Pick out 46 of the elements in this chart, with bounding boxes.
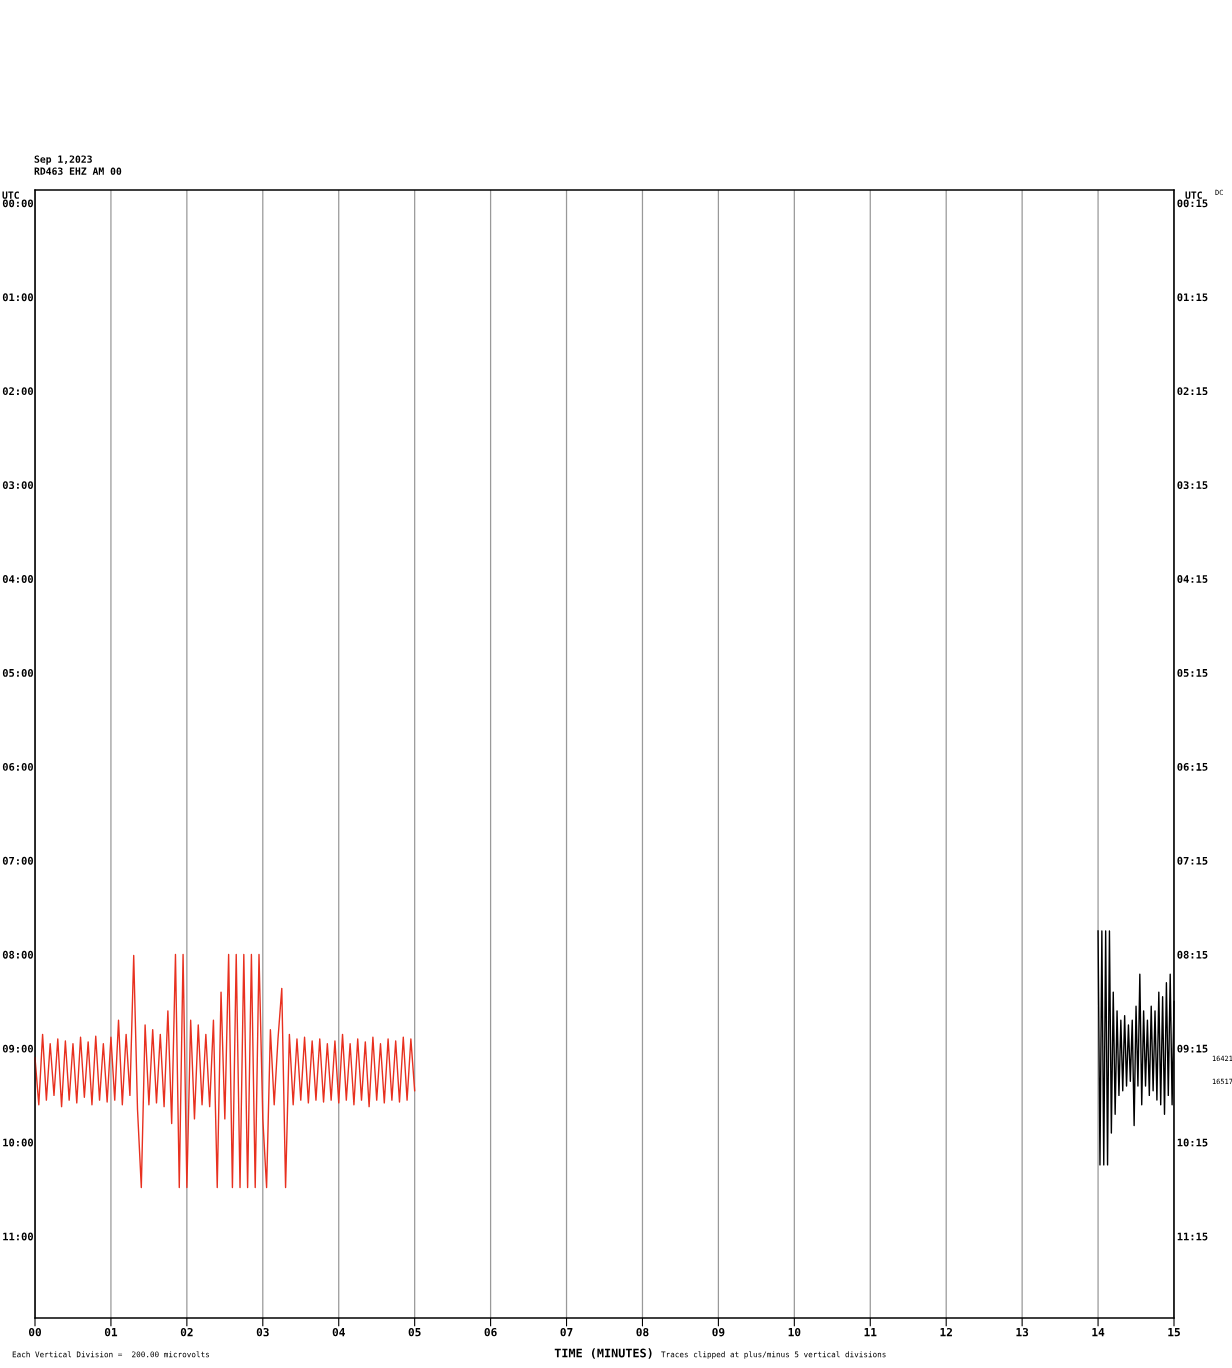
- y-tick-label: 03:00: [2, 481, 33, 490]
- y-tick-label: 11:00: [3, 1232, 33, 1241]
- text: Sep 1,2023: [34, 155, 92, 165]
- x-tick-label: 05: [408, 1327, 421, 1337]
- y2-tick-label: 08:15: [1177, 950, 1208, 959]
- x-tick-label: 11: [864, 1328, 877, 1337]
- x-tick-label: 09: [712, 1327, 725, 1337]
- x-tick-label: 00: [28, 1327, 42, 1337]
- y-tick-label: 04:00: [2, 575, 33, 583]
- y-tick-label: 05:00: [2, 668, 33, 677]
- y2-tick-label: 03:15: [1177, 481, 1208, 490]
- x-tick-label: 12: [940, 1327, 952, 1337]
- x-tick-label: 07: [560, 1327, 573, 1337]
- x-axis-title: TIME (MINUTES): [554, 1348, 652, 1359]
- y-tick-label: 06:00: [2, 762, 33, 771]
- y2-tick-label: 09:15: [1177, 1044, 1208, 1053]
- y2-tick-label: 05:15: [1177, 668, 1208, 677]
- y2-tick-label: 00:15: [1177, 199, 1208, 208]
- y2-tick-label: 11:15: [1177, 1232, 1208, 1241]
- y-tick-label: 10:00: [3, 1138, 33, 1147]
- text: UTC: [2, 191, 19, 199]
- y-tick-label: 00:00: [2, 199, 33, 208]
- x-tick-label: 01: [104, 1327, 118, 1337]
- y2-tick-label: 10:15: [1177, 1138, 1208, 1147]
- x-tick-label: 14: [1092, 1328, 1105, 1337]
- y-tick-label: 08:00: [2, 950, 33, 959]
- y-tick-label: 02:00: [2, 387, 33, 396]
- x-tick-label: 04: [332, 1327, 345, 1337]
- y-tick-label: 01:00: [2, 293, 33, 302]
- y-tick-label: 07:00: [2, 856, 33, 865]
- y2-tick-label: 01:15: [1177, 293, 1208, 302]
- x-tick-label: 15: [1168, 1328, 1180, 1337]
- x-tick-label: 02: [180, 1327, 193, 1337]
- y2-tick-label: 02:15: [1177, 387, 1208, 396]
- y2-tick-label: 06:15: [1177, 762, 1208, 771]
- y2-tick-label: 04:15: [1177, 575, 1208, 583]
- y2-tick-label: 07:15: [1177, 856, 1208, 865]
- x-tick-label: 08: [636, 1327, 649, 1337]
- x-tick-label: 10: [788, 1327, 801, 1337]
- x-tick-label: 13: [1016, 1327, 1029, 1337]
- x-tick-label: 03: [256, 1327, 269, 1337]
- x-tick-label: 06: [484, 1327, 497, 1337]
- text: UTC: [1185, 191, 1202, 199]
- line-series: [34, 953, 416, 1189]
- text: RD463 EHZ AM 00: [34, 167, 122, 175]
- y-tick-label: 09:00: [2, 1044, 33, 1053]
